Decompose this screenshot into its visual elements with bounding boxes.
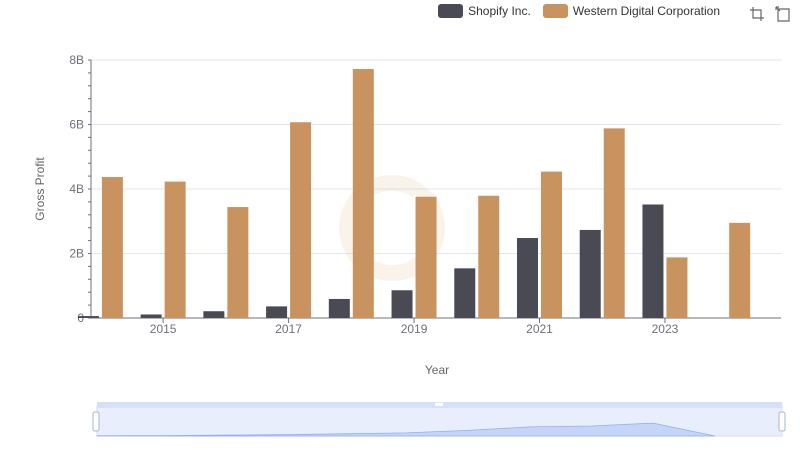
zoom-icon[interactable]	[748, 5, 766, 23]
bar-shopify[interactable]	[391, 290, 413, 318]
y-tick-label: 2B	[69, 247, 84, 261]
bar-shopify[interactable]	[517, 238, 538, 318]
datazoom-handle-right[interactable]	[778, 411, 786, 432]
x-tick-label: 2023	[652, 322, 679, 336]
datazoom-slider[interactable]	[92, 402, 786, 437]
bar-western-digital[interactable]	[541, 171, 562, 318]
bar-western-digital[interactable]	[478, 195, 500, 318]
x-tick-label: 2015	[150, 322, 177, 336]
y-axis-title: Gross Profit	[33, 157, 47, 221]
y-tick-label: 8B	[69, 53, 84, 67]
legend-item-shopify[interactable]: Shopify Inc.	[438, 4, 531, 18]
bar-shopify[interactable]	[77, 316, 99, 318]
restore-icon[interactable]	[774, 5, 792, 23]
bar-western-digital[interactable]	[666, 257, 688, 318]
x-tick-label: 2021	[526, 322, 553, 336]
bar-shopify[interactable]	[454, 268, 476, 318]
bar-series	[77, 69, 751, 319]
legend-swatch-shopify	[438, 4, 464, 18]
bar-western-digital[interactable]	[227, 207, 249, 318]
x-axis: 2015 2017 2019 2021 2023	[91, 317, 781, 336]
bar-shopify[interactable]	[266, 306, 288, 318]
y-tick-label: 6B	[69, 118, 84, 132]
bar-shopify[interactable]	[642, 204, 664, 318]
datazoom-drag-grip[interactable]	[435, 403, 443, 406]
bar-western-digital[interactable]	[729, 222, 751, 318]
datazoom-handle-left[interactable]	[92, 411, 100, 432]
legend: Shopify Inc. Western Digital Corporation	[426, 4, 720, 18]
legend-item-western-digital[interactable]: Western Digital Corporation	[542, 4, 720, 18]
datazoom-preview-area	[96, 422, 716, 437]
x-axis-title: Year	[425, 363, 449, 377]
legend-label-western-digital: Western Digital Corporation	[572, 4, 720, 18]
x-tick-label: 2017	[275, 322, 302, 336]
y-tick-label: 4B	[69, 182, 84, 196]
bar-shopify[interactable]	[579, 229, 601, 318]
bar-western-digital[interactable]	[101, 177, 123, 318]
legend-swatch-western-digital	[542, 4, 568, 18]
bar-western-digital[interactable]	[164, 181, 186, 318]
bar-western-digital[interactable]	[603, 128, 625, 318]
bar-shopify[interactable]	[328, 298, 350, 318]
bar-western-digital[interactable]	[415, 196, 437, 318]
bar-shopify[interactable]	[140, 314, 162, 318]
bar-western-digital[interactable]	[290, 122, 312, 319]
bar-western-digital[interactable]	[352, 69, 374, 318]
y-axis: 02B4B6B8B	[69, 53, 92, 325]
bar-shopify[interactable]	[203, 311, 225, 318]
x-tick-label: 2019	[401, 322, 428, 336]
toolbox	[740, 5, 792, 23]
legend-label-shopify: Shopify Inc.	[468, 4, 531, 18]
